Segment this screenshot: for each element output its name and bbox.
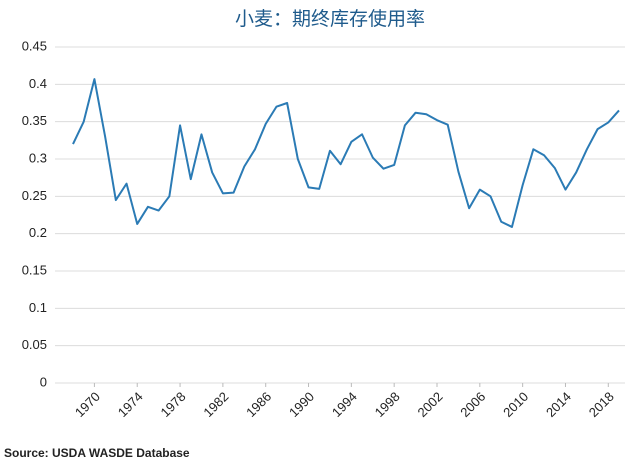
x-tick-label: 1974 xyxy=(115,389,146,420)
y-tick-label: 0.4 xyxy=(29,76,47,91)
y-tick-label: 0.2 xyxy=(29,225,47,240)
x-tick-label: 1998 xyxy=(372,389,403,420)
source-note: Source: USDA WASDE Database xyxy=(4,446,190,460)
y-tick-label: 0.05 xyxy=(22,337,47,352)
x-tick-label: 2014 xyxy=(543,389,574,420)
y-tick-label: 0.45 xyxy=(22,38,47,53)
x-tick-label: 2018 xyxy=(586,389,617,420)
chart-title: 小麦：期终库存使用率 xyxy=(235,8,425,30)
y-tick-label: 0.15 xyxy=(22,262,47,277)
y-tick-label: 0.35 xyxy=(22,113,47,128)
x-tick-label: 2010 xyxy=(500,389,531,420)
x-tick-label: 1970 xyxy=(72,389,103,420)
x-tick-label: 2002 xyxy=(414,389,445,420)
y-tick-label: 0.3 xyxy=(29,150,47,165)
y-tick-label: 0.1 xyxy=(29,300,47,315)
y-tick-label: 0 xyxy=(40,374,47,389)
x-tick-label: 1982 xyxy=(200,389,231,420)
x-tick-label: 1994 xyxy=(329,389,360,420)
x-tick-label: 1990 xyxy=(286,389,317,420)
data-line xyxy=(72,78,620,228)
y-tick-label: 0.25 xyxy=(22,188,47,203)
x-tick-label: 1986 xyxy=(243,389,274,420)
x-tick-label: 2006 xyxy=(457,389,488,420)
x-tick-label: 1978 xyxy=(158,389,189,420)
